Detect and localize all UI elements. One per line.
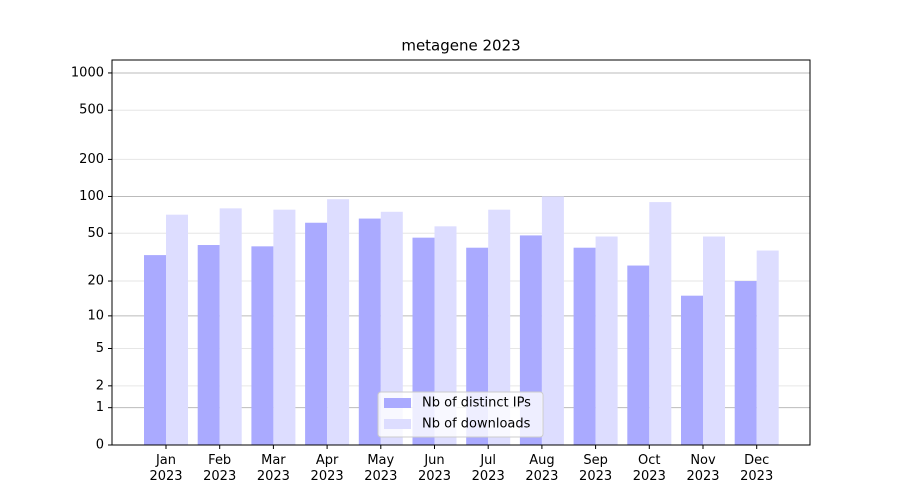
y-tick-label: 50 <box>87 226 104 241</box>
bar <box>144 255 166 445</box>
legend-swatch <box>384 398 411 408</box>
bar <box>197 245 220 445</box>
bar <box>681 295 703 445</box>
y-tick-label: 0 <box>96 438 104 453</box>
bar <box>573 247 596 445</box>
x-tick-label: Dec 2023 <box>740 453 774 484</box>
bar <box>434 226 457 445</box>
y-tick-label: 2 <box>96 378 104 393</box>
y-tick-label: 100 <box>79 189 104 204</box>
bar <box>649 202 672 445</box>
y-tick-label: 500 <box>79 103 104 118</box>
legend-box <box>377 391 544 438</box>
x-tick-label: May 2023 <box>364 453 398 484</box>
x-tick-label: Jul 2023 <box>471 453 505 484</box>
x-tick-label: Jun 2023 <box>417 453 452 484</box>
bar <box>488 209 511 445</box>
x-tick-label: Oct 2023 <box>632 453 666 484</box>
legend-label: Nb of downloads <box>422 417 531 432</box>
y-tick-label: 1000 <box>71 65 104 80</box>
y-tick-label: 1 <box>96 400 104 415</box>
bar <box>219 208 242 445</box>
bar <box>305 222 328 445</box>
bar <box>541 196 564 445</box>
x-tick-label: Apr 2023 <box>310 453 344 484</box>
bar <box>703 236 725 445</box>
x-tick-label: Feb 2023 <box>203 453 237 484</box>
bar <box>627 265 650 445</box>
y-tick-label: 10 <box>87 308 104 323</box>
bar <box>327 199 350 445</box>
x-tick-label: Nov 2023 <box>686 453 720 484</box>
bar <box>380 211 403 445</box>
x-tick-label: Sep 2023 <box>579 453 613 484</box>
legend-label: Nb of distinct IPs <box>422 396 531 411</box>
y-tick-label: 20 <box>87 274 104 289</box>
y-tick-label: 200 <box>79 152 104 167</box>
bar <box>358 218 381 445</box>
x-tick-label: Mar 2023 <box>256 453 290 484</box>
y-tick-label: 5 <box>96 341 104 356</box>
bar <box>595 236 618 445</box>
bar <box>273 209 296 445</box>
x-tick-label: Aug 2023 <box>525 453 559 484</box>
bar <box>734 281 757 445</box>
chart-title: metagene 2023 <box>401 37 520 55</box>
plot-frame <box>111 59 811 446</box>
bar <box>756 250 779 445</box>
bar <box>251 246 274 445</box>
x-tick-label: Jan 2023 <box>149 453 183 484</box>
legend-swatch <box>384 419 411 429</box>
bar <box>166 214 188 445</box>
